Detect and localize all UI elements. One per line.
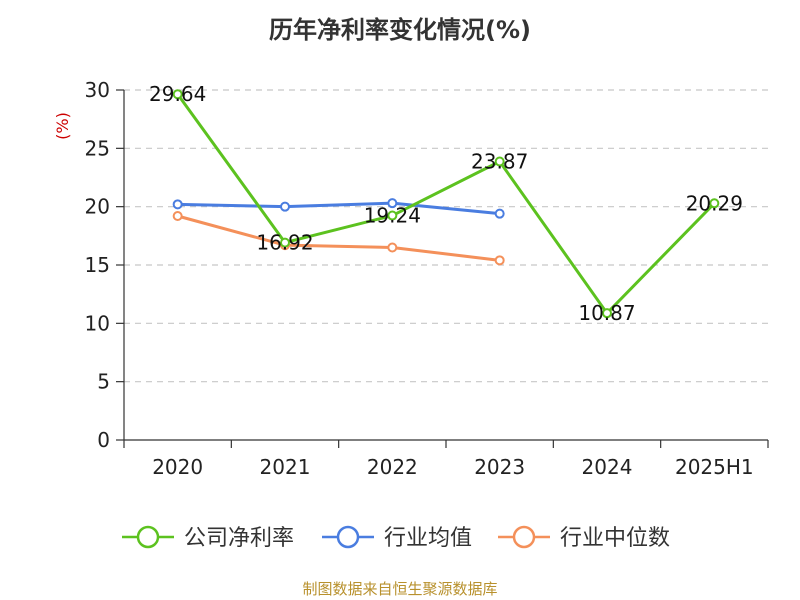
y-axis-label: (%) bbox=[53, 112, 72, 140]
x-tick-label: 2024 bbox=[582, 455, 633, 479]
legend: 公司净利率 行业均值 行业中位数 bbox=[122, 525, 670, 551]
data-label: 10.87 bbox=[578, 301, 635, 325]
legend-item: 行业均值 bbox=[322, 525, 472, 551]
x-tick-label: 2020 bbox=[152, 455, 203, 479]
y-tick-label: 10 bbox=[85, 311, 110, 335]
legend-label: 行业均值 bbox=[384, 526, 472, 551]
data-point bbox=[494, 255, 505, 266]
legend-marker bbox=[512, 525, 536, 549]
data-point bbox=[387, 242, 398, 253]
data-point bbox=[387, 210, 398, 221]
data-label: 23.87 bbox=[471, 150, 528, 174]
x-tick-label: 2023 bbox=[474, 455, 525, 479]
series-line bbox=[177, 201, 500, 216]
data-point bbox=[172, 211, 183, 221]
data-label: 16.92 bbox=[256, 231, 313, 255]
series-1 bbox=[172, 198, 505, 219]
data-point bbox=[172, 199, 183, 210]
x-tick-label: 2021 bbox=[260, 455, 311, 479]
legend-label: 行业中位数 bbox=[560, 526, 670, 551]
data-label: 20.29 bbox=[686, 191, 743, 215]
series-0 bbox=[172, 89, 720, 319]
chart-title: 历年净利率变化情况(%) bbox=[269, 16, 531, 44]
data-point bbox=[387, 198, 398, 209]
y-tick-label: 0 bbox=[97, 428, 110, 452]
y-tick-label: 15 bbox=[85, 253, 110, 277]
y-tick-label: 25 bbox=[85, 136, 110, 160]
legend-marker bbox=[336, 525, 360, 549]
data-point bbox=[602, 308, 612, 319]
data-labels: 29.64 16.92 19.24 23.87 10.87 20.29 bbox=[149, 82, 743, 325]
data-point bbox=[280, 201, 290, 212]
grid-lines bbox=[124, 89, 768, 383]
legend-marker bbox=[136, 525, 160, 549]
data-point bbox=[709, 198, 720, 209]
series-line bbox=[176, 93, 716, 315]
data-point bbox=[172, 89, 183, 100]
data-point bbox=[280, 237, 290, 248]
y-tick-label: 20 bbox=[85, 195, 110, 219]
series-2 bbox=[172, 211, 505, 266]
x-tick-label: 2022 bbox=[367, 455, 418, 479]
data-point bbox=[494, 156, 505, 167]
y-tick-label: 30 bbox=[85, 78, 110, 102]
data-label: 19.24 bbox=[364, 204, 421, 228]
axes: 0 5 10 15 20 25 30 2020 2021 2022 2023 2024 2025H1 bbox=[85, 78, 769, 479]
y-tick-label: 5 bbox=[97, 370, 110, 394]
legend-item: 行业中位数 bbox=[498, 525, 670, 551]
data-point bbox=[494, 208, 505, 219]
legend-item: 公司净利率 bbox=[122, 525, 294, 551]
series-line bbox=[177, 214, 500, 262]
legend-label: 公司净利率 bbox=[184, 526, 294, 551]
data-label: 29.64 bbox=[149, 82, 206, 106]
source-note: 制图数据来自恒生聚源数据库 bbox=[302, 580, 498, 598]
x-tick-label: 2025H1 bbox=[675, 455, 754, 479]
series-layer bbox=[172, 89, 720, 319]
